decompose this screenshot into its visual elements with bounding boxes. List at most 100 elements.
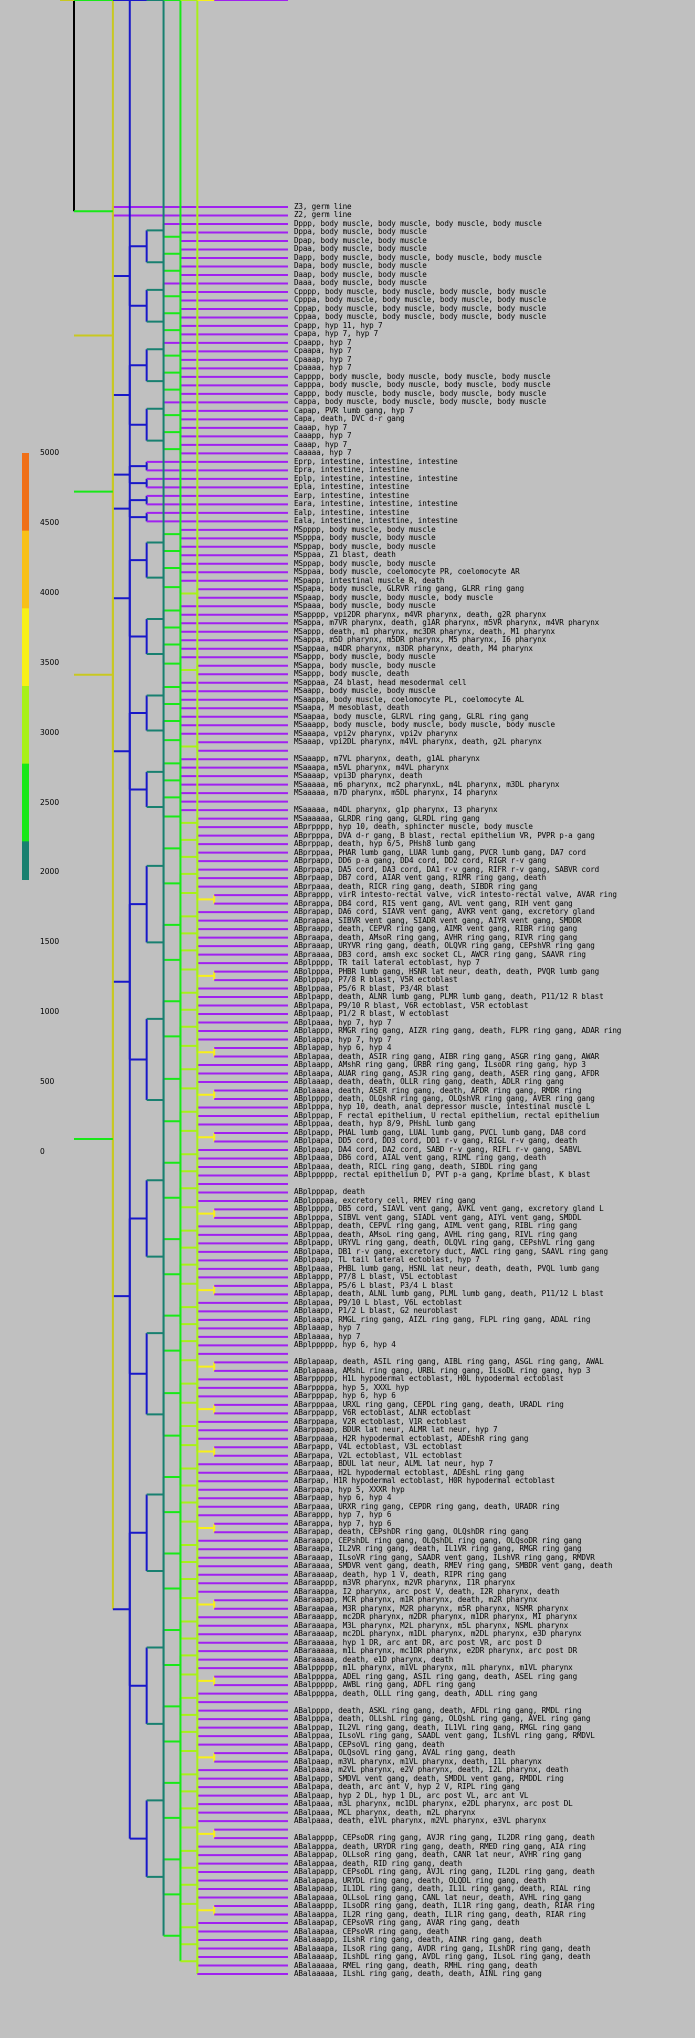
cell-label: ABalaaapp, ILshR ring gang, death, AINR … <box>294 1935 542 1945</box>
cell-label: MSaaapa, m5VL pharynx, m4VL pharynx <box>294 762 449 772</box>
cell-label: ABalaaapa, ILsoR ring gang, AVDR ring ga… <box>294 1943 591 1953</box>
cell-label: ABarpppaa, URXL ring gang, CEPDL ring ga… <box>294 1399 564 1409</box>
cell-label: ABalppaa, ILsoVL ring gang, SAADL vent g… <box>294 1731 595 1741</box>
cell-label: ABpraaap, URYVR ring gang, death, OLQVR … <box>294 941 595 951</box>
cell-label: ABplaapa, AUAR ring gang, ASJR ring gang… <box>294 1068 600 1078</box>
cell-label: MSpaap, body muscle, body muscle, body m… <box>294 592 493 602</box>
cell-label: ABplapap, death, ALNL lumb gang, PLML lu… <box>294 1289 604 1299</box>
cell-label: Cppaa, body muscle, body muscle, body mu… <box>294 312 547 322</box>
cell-label: ABaraaapp, mc2DR pharynx, m2DR pharynx, … <box>294 1612 577 1622</box>
cell-label: ABarappp, hyp 7, hyp 6 <box>294 1510 392 1520</box>
cell-label: ABalapaaa, OLLsoL ring gang, CANL lat ne… <box>294 1892 582 1902</box>
cell-label: ABalppppa, ADEL ring gang, ASIL ring gan… <box>294 1671 577 1681</box>
cell-label: Eplp, intestine, intestine, intestine <box>294 473 458 483</box>
cell-label: MSppaa, body muscle, coelomocyte PR, coe… <box>294 567 520 577</box>
cell-label: Capppa, body muscle, body muscle, body m… <box>294 380 551 390</box>
cell-label: ABarpaaa, URXR ring gang, CEPDR ring gan… <box>294 1501 560 1511</box>
cell-label: ABarpaap, hyp 6, hyp 4 <box>294 1493 392 1503</box>
cell-label: ABalaaaaa, ILshL ring gang, death, death… <box>294 1969 542 1978</box>
cell-label: ABarpapa, V2L ectoblast, V1L ectoblast <box>294 1450 463 1460</box>
cell-label: ABalaaaaa, RMEL ring gang, death, RMHL r… <box>294 1960 538 1970</box>
cell-label: ABaraapp, CEPshDL ring gang, OLQshDL rin… <box>294 1535 582 1545</box>
cell-label: MSaappa, body muscle, coelomocyte PL, co… <box>294 694 524 704</box>
cell-label: ABalpaap, hyp 2 DL, hyp 1 DL, arc post V… <box>294 1790 529 1800</box>
cell-label: ABplaapp, P1/2 L blast, G2 neuroblast <box>294 1306 458 1316</box>
cell-label: Eala, intestine, intestine, intestine <box>294 516 458 526</box>
cell-label: ABprpaaa, death, RICR ring gang, death, … <box>294 881 538 891</box>
cell-label: ABalapapp, CEPsoDL ring gang, AVJL ring … <box>294 1867 595 1877</box>
cell-label: ABalpppp, death, ASKL ring gang, death, … <box>294 1705 582 1715</box>
cell-label: ABalaaaap, ILshDL ring gang, AVDL ring g… <box>294 1952 591 1961</box>
cell-label: ABaraappa, I2 pharynx, arc post V, death… <box>294 1586 560 1596</box>
cell-label: ABplaaap, hyp 7 <box>294 1323 361 1333</box>
cell-label: Cpppa, body muscle, body muscle, body mu… <box>294 295 547 305</box>
cell-label: ABalappap, OLLsoR ring gang, death, CANR… <box>294 1850 582 1860</box>
cell-label: MSappp, body muscle, body muscle <box>294 652 436 662</box>
cell-label: ABplaapp, AMshR ring gang, URBR ring gan… <box>294 1060 586 1069</box>
cell-label: ABalpaaa, m2VL pharynx, e2V pharynx, dea… <box>294 1765 569 1775</box>
scale-segment <box>22 841 29 880</box>
cell-label: ABalpaaa, death, e1VL pharynx, m2VL phar… <box>294 1816 547 1826</box>
scale-tick-label: 2000 <box>40 867 60 877</box>
cell-label: ABplppppp, hyp 6, hyp 4 <box>294 1340 396 1350</box>
lineage-tree <box>60 0 288 1975</box>
cell-label: MSaaapa, vpi2v pharynx, vpi2v pharynx <box>294 728 458 738</box>
cell-label: ABarpaap, BDUL lat neur, ALML lat neur, … <box>294 1459 493 1469</box>
cell-label: Cappp, body muscle, body muscle, body mu… <box>294 388 547 398</box>
cell-label: Dpaa, body muscle, body muscle <box>294 244 427 254</box>
cell-label: MSaapa, M mesoblast, death <box>294 703 409 713</box>
cell-label: ABaraapa, IL2VR ring gang, death, IL1VR … <box>294 1544 582 1554</box>
cell-label: ABalpapa, OLQsoVL ring gang, AVAL ring g… <box>294 1748 516 1758</box>
cell-label: ABplpapp, PHAL lumb gang, LUAL lumb gang… <box>294 1127 586 1137</box>
cell-label: ABplpppa, SIBVL vent gang, SIADL vent ga… <box>294 1212 582 1222</box>
cell-label: ABplppap, F rectal epithelium, U rectal … <box>294 1110 600 1120</box>
scale-tick-label: 500 <box>40 1077 55 1087</box>
scale-tick-label: 4000 <box>40 587 60 597</box>
scale-segment <box>22 453 29 532</box>
cell-label: Dppp, body muscle, body muscle, body mus… <box>294 218 542 228</box>
cell-label: ABaraapap, MCR pharynx, m1R pharynx, dea… <box>294 1595 538 1605</box>
cell-label: ABplapaaa, AMshL ring gang, URBL ring ga… <box>294 1365 591 1375</box>
cell-label: MSaaap, vpi2DL pharynx, m4VL pharynx, de… <box>294 737 542 747</box>
cell-label: ABaraaaa, SMDVR vent gang, death, RMEV r… <box>294 1561 613 1571</box>
cell-label: Z2, germ line <box>294 210 352 220</box>
cell-label: ABaraaap, ILsoVR ring gang, SAADR vent g… <box>294 1552 595 1562</box>
cell-label: MSaapaa, body muscle, GLRVL ring gang, G… <box>294 711 529 721</box>
cell-label: ABalpppa, death, OLLshL ring gang, OLQsh… <box>294 1714 591 1724</box>
cell-label: ABalppppa, death, OLLL ring gang, death,… <box>294 1688 538 1698</box>
cell-label: ABaraaapa, M3L pharynx, M2L pharynx, m5L… <box>294 1620 569 1630</box>
cell-label: ABarpapp, V4L ectoblast, V3L ectoblast <box>294 1442 463 1452</box>
scale-tick-label: 0 <box>40 1147 45 1156</box>
time-color-scale <box>22 453 29 880</box>
cell-label: ABplppaa, death, AMsoL ring gang, AVHL r… <box>294 1229 577 1239</box>
cell-label: ABplapap, hyp 6, hyp 4 <box>294 1043 392 1053</box>
cell-label: ABplappp, RMGR ring gang, AIZR ring gang… <box>294 1026 622 1036</box>
scale-tick-label: 1500 <box>40 937 60 947</box>
cell-label: ABprppap, death, hyp 6/5, PHsh8 lumb gan… <box>294 839 476 849</box>
cell-label: ABalappaa, death, RID ring gang, death <box>294 1858 463 1868</box>
cell-label: MSpppp, body muscle, body muscle <box>294 524 436 534</box>
scale-tick-label: 3000 <box>40 727 60 737</box>
cell-label: ABprpppa, DVA d-r gang, B blast, rectal … <box>294 830 595 840</box>
cell-label: ABalapppp, CEPsoDR ring gang, AVJR ring … <box>294 1833 595 1843</box>
cell-label: ABprappa, DB4 cord, RIS vent gang, AVL v… <box>294 898 573 908</box>
cell-label: MSpppa, body muscle, body muscle <box>294 533 436 543</box>
cell-label: ABalpaap, m3VL pharynx, m1VL pharynx, de… <box>294 1756 542 1766</box>
cell-label: Z3, germ line <box>294 202 352 211</box>
scale-segment <box>22 763 29 842</box>
cell-label: ABaraaaaa, m1L pharynx, mc1DR pharynx, e… <box>294 1646 577 1656</box>
cell-label: ABarpap, H1R hypodermal ectoblast, H0R h… <box>294 1476 555 1486</box>
cell-label: MSaapp, body muscle, body muscle <box>294 686 436 696</box>
cell-label: MSaaapp, body muscle, body muscle, body … <box>294 720 555 730</box>
scale-tick-label: 5000 <box>40 448 60 457</box>
cell-label: ABplpaap, P1/2 R blast, W ectoblast <box>294 1009 449 1019</box>
cell-label: MSappp, body muscle, death <box>294 669 409 679</box>
cell-label: ABaraaaap, mc2DL pharynx, m1DL pharynx, … <box>294 1629 582 1639</box>
cell-label: MSpapp, intestinal muscle R, death <box>294 575 445 585</box>
cell-label: ABprpaap, DB7 cord, AIAR vent gang, RIMR… <box>294 873 547 883</box>
cell-label: ABprpapp, DD6 p-a gang, DD4 cord, DD2 co… <box>294 856 547 866</box>
cell-label: ABarpaaa, H2L hypodermal ectoblast, ADEs… <box>294 1467 524 1477</box>
cell-label: ABalpapp, SMDVL vent gang, death, SMDDL … <box>294 1773 564 1783</box>
cell-label: ABplpapp, death, ALNR lumb gang, PLMR lu… <box>294 992 604 1002</box>
